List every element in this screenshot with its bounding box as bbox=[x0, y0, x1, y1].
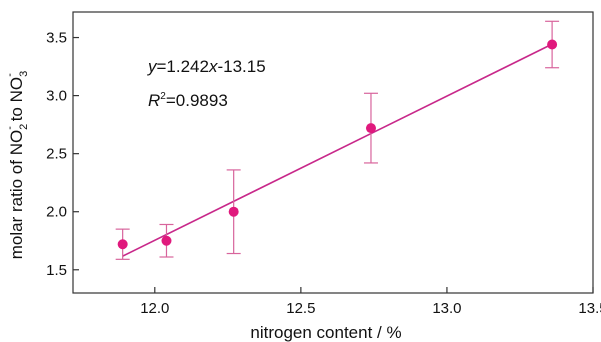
r-squared-annotation: R2=0.9893 bbox=[148, 91, 228, 110]
y-title-main: molar ratio of NO bbox=[7, 130, 26, 259]
equation-x-var: x bbox=[208, 57, 218, 76]
y-title-sub2: 3 bbox=[18, 71, 30, 77]
data-point bbox=[228, 206, 239, 217]
plot-frame bbox=[72, 11, 594, 294]
y-tick-label: 3.0 bbox=[46, 88, 67, 105]
y-title-mid: to NO bbox=[7, 77, 26, 126]
data-point bbox=[161, 235, 172, 246]
x-axis-title: nitrogen content / % bbox=[250, 323, 401, 342]
plot-area: 12.0 12.5 13.0 13.5 1.5 2.0 2.5 3.0 3.5 bbox=[46, 11, 601, 317]
y-tick-label: 3.5 bbox=[46, 30, 67, 47]
equation-slope: =1.242 bbox=[157, 57, 209, 76]
r-squared-exponent: 2 bbox=[160, 91, 166, 102]
data-point bbox=[547, 39, 558, 50]
x-tick-label: 13.5 bbox=[578, 300, 601, 317]
fit-equation-annotation: y=1.242x-13.15 bbox=[147, 57, 266, 76]
equation-y-var: y bbox=[147, 57, 158, 76]
x-tick-label: 12.0 bbox=[140, 300, 169, 317]
r-squared-value: =0.9893 bbox=[166, 91, 228, 110]
y-title-sup2: - bbox=[4, 73, 16, 77]
fit-line bbox=[122, 43, 553, 257]
equation-intercept: -13.15 bbox=[217, 57, 265, 76]
data-point bbox=[117, 239, 128, 250]
y-tick-label: 1.5 bbox=[46, 262, 67, 279]
x-tick-label: 12.5 bbox=[286, 300, 315, 317]
y-title-sup1: - bbox=[4, 126, 16, 130]
y-title-sub1: 2 bbox=[18, 124, 30, 130]
y-tick-label: 2.5 bbox=[46, 146, 67, 163]
x-tick-label: 13.0 bbox=[432, 300, 461, 317]
r-squared-symbol: R bbox=[148, 91, 160, 110]
data-point bbox=[365, 123, 376, 134]
y-axis-title: molar ratio of NO2- to NO3- bbox=[4, 71, 30, 259]
y-tick-label: 2.0 bbox=[46, 204, 67, 221]
